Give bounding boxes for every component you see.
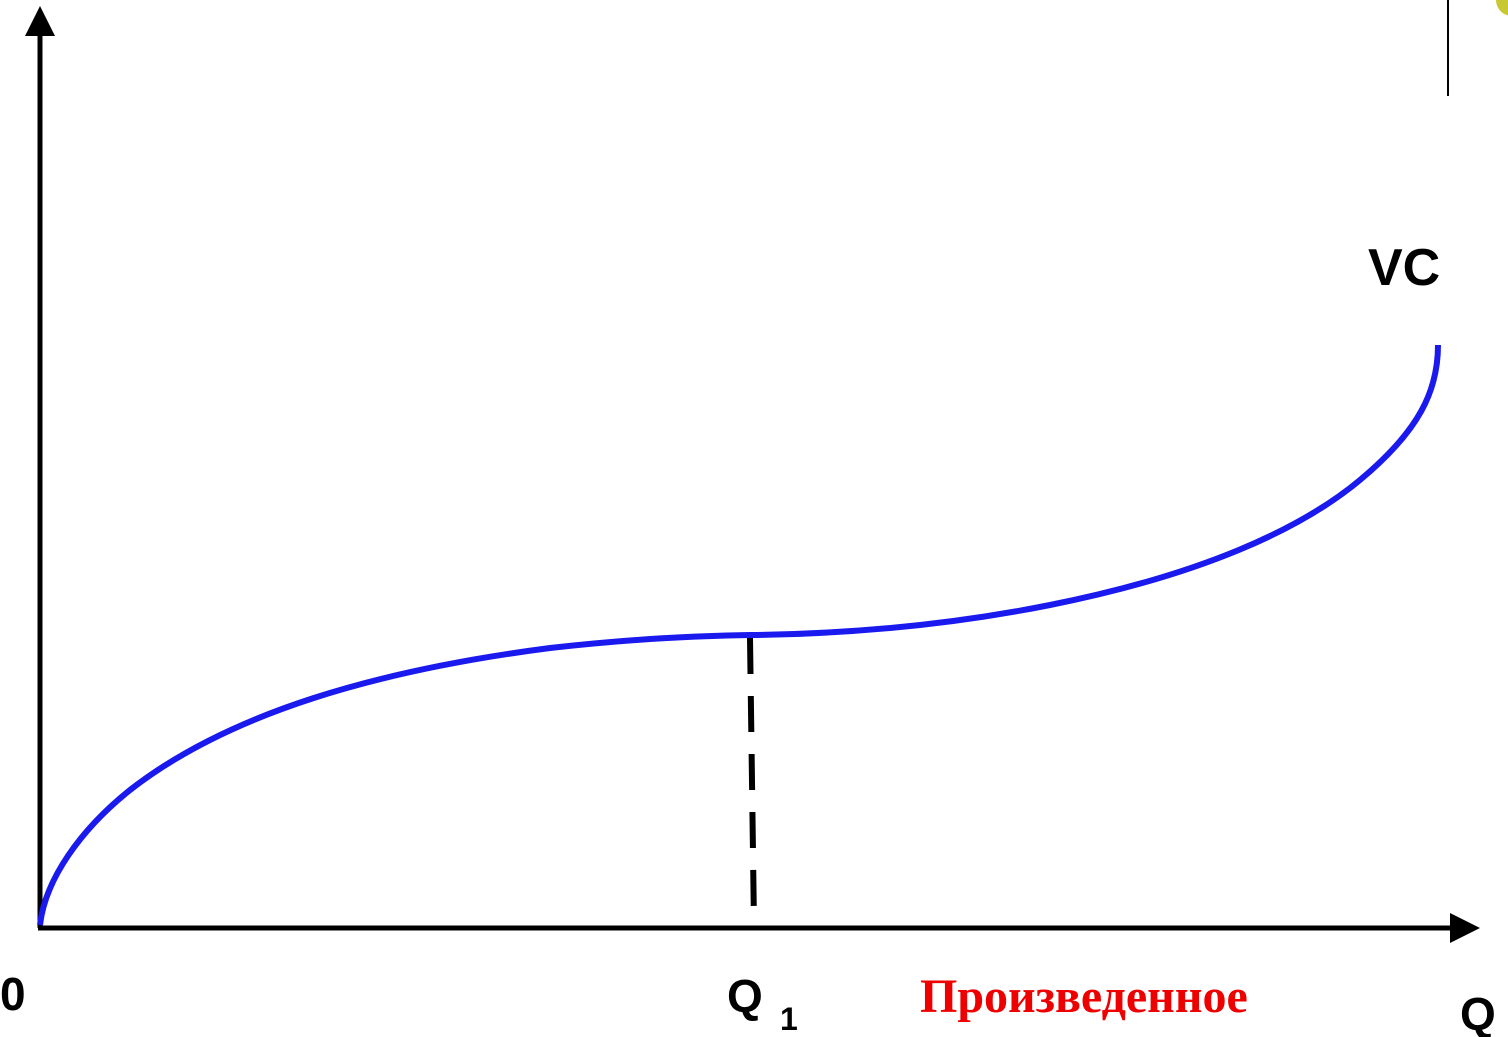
q-axis-label: Q — [1460, 988, 1496, 1037]
produced-label: Произведенное — [920, 970, 1248, 1023]
origin-label: 0 — [0, 968, 26, 1020]
vc-curve — [37, 344, 1441, 926]
q1-label: Q — [727, 970, 763, 1022]
vc-label: VC — [1368, 239, 1440, 297]
q1-subscript: 1 — [780, 1001, 798, 1037]
corner-decoration — [1496, 0, 1508, 16]
q1-dashed-line — [747, 637, 757, 926]
